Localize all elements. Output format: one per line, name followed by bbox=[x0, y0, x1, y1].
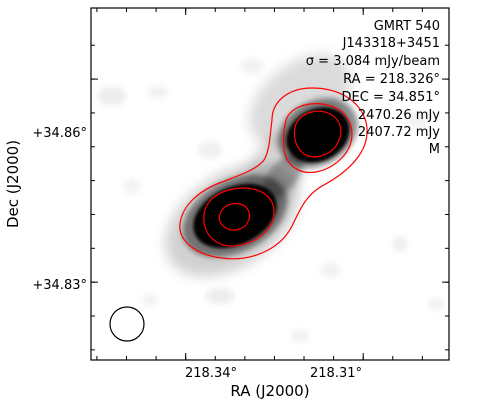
beam-marker bbox=[109, 306, 145, 342]
contour-inner-bottom bbox=[218, 202, 251, 231]
info-line-dec: DEC = 34.851° bbox=[342, 90, 440, 105]
x-axis-title: RA (J2000) bbox=[230, 382, 309, 400]
info-line-flux-1: 2470.26 mJy bbox=[358, 108, 440, 123]
info-line-sigma: σ = 3.084 mJy/beam bbox=[306, 54, 440, 69]
info-line-morphology: M bbox=[429, 142, 440, 157]
x-tick-label-218.31: 218.31° bbox=[310, 366, 362, 381]
y-tick-label-34.83: +34.83° bbox=[32, 278, 87, 293]
contour-middle-bottom bbox=[203, 187, 275, 247]
y-axis-title: Dec (J2000) bbox=[4, 140, 22, 228]
contour-middle-top bbox=[283, 103, 353, 174]
contour-outer bbox=[179, 87, 368, 260]
intensity-image bbox=[98, 54, 444, 342]
tick-marks bbox=[91, 8, 449, 360]
info-annotation: GMRT 540 J143318+3451 σ = 3.084 mJy/beam… bbox=[306, 19, 440, 157]
contour-inner-top bbox=[293, 110, 342, 158]
info-line-source: J143318+3451 bbox=[342, 36, 440, 51]
y-tick-label-34.86: +34.86° bbox=[32, 126, 87, 141]
contour-lines bbox=[179, 87, 368, 260]
info-line-flux-2: 2407.72 mJy bbox=[358, 125, 440, 140]
info-line-ra: RA = 218.326° bbox=[343, 72, 440, 87]
axes-frame bbox=[90, 7, 450, 361]
x-tick-label-218.34: 218.34° bbox=[185, 366, 237, 381]
info-line-telescope: GMRT 540 bbox=[374, 19, 440, 34]
